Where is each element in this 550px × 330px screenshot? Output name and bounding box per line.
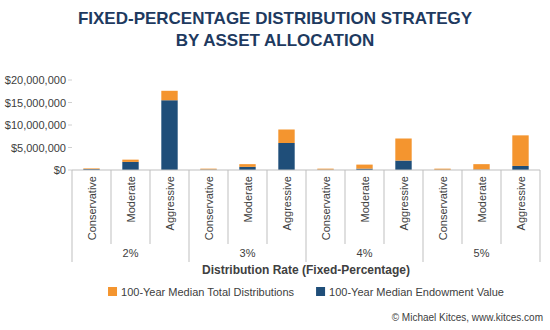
title-line: BY ASSET ALLOCATION [176,31,374,50]
x-tick-label: Moderate [242,176,254,222]
y-tick [68,125,72,126]
legend-label: 100-Year Median Endowment Value [329,286,504,298]
category-separator [111,170,112,244]
group-separator [189,170,190,262]
category-separator [267,170,268,244]
x-tick-label: Moderate [359,176,371,222]
y-tick-label: $10,000,000 [5,119,66,131]
legend: 100-Year Median Total Distributions 100-Y… [108,286,504,298]
bar [512,135,528,166]
bar [395,139,411,161]
legend-swatch [316,287,325,296]
y-tick-label: $15,000,000 [5,97,66,109]
x-tick-label: Aggressive [398,176,410,230]
category-separator [228,170,229,244]
group-label: 2% [123,247,139,259]
bar [278,143,294,170]
legend-label: 100-Year Median Total Distributions [121,286,295,298]
x-tick-label: Conservative [203,176,215,240]
bar [83,168,99,170]
y-tick-label: $0 [54,164,66,176]
bar [122,162,138,170]
category-separator [501,170,502,244]
category-separator [150,170,151,244]
x-tick-label: Moderate [125,176,137,222]
background [0,0,550,330]
x-tick-label: Conservative [86,176,98,240]
group-label: 3% [240,247,256,259]
bar [395,161,411,170]
bar [239,164,255,167]
category-separator [384,170,385,244]
group-separator [72,170,73,262]
group-label: 5% [474,247,490,259]
x-tick-label: Aggressive [281,176,293,230]
y-tick [68,80,72,81]
group-separator [540,170,541,262]
title: FIXED-PERCENTAGE DISTRIBUTION STRATEGY BY… [78,9,473,50]
bar [122,160,138,162]
group-separator [423,170,424,262]
chart: FIXED-PERCENTAGE DISTRIBUTION STRATEGY BY… [0,0,550,330]
x-tick-label: Moderate [476,176,488,222]
bar [473,164,489,169]
x-axis-title: Distribution Rate (Fixed-Percentage) [202,263,410,277]
bar [278,130,294,144]
x-tick-label: Aggressive [164,176,176,230]
x-tick-label: Conservative [437,176,449,240]
x-tick-label: Aggressive [515,176,527,230]
bar [161,91,177,100]
x-tick-label: Conservative [320,176,332,240]
title-line: FIXED-PERCENTAGE DISTRIBUTION STRATEGY [78,9,473,28]
group-label: 4% [357,247,373,259]
legend-swatch [108,287,117,296]
y-tick-label: $20,000,000 [5,74,66,86]
y-tick [68,102,72,103]
bar [512,166,528,170]
bar [161,100,177,170]
group-separator [306,170,307,262]
source: © Michael Kitces, www.kitces.com [392,312,543,323]
category-separator [462,170,463,244]
y-tick [68,147,72,148]
y-tick [68,170,72,171]
bars [83,91,528,170]
y-tick-label: $5,000,000 [11,142,66,154]
category-separator [345,170,346,244]
bar [356,165,372,169]
